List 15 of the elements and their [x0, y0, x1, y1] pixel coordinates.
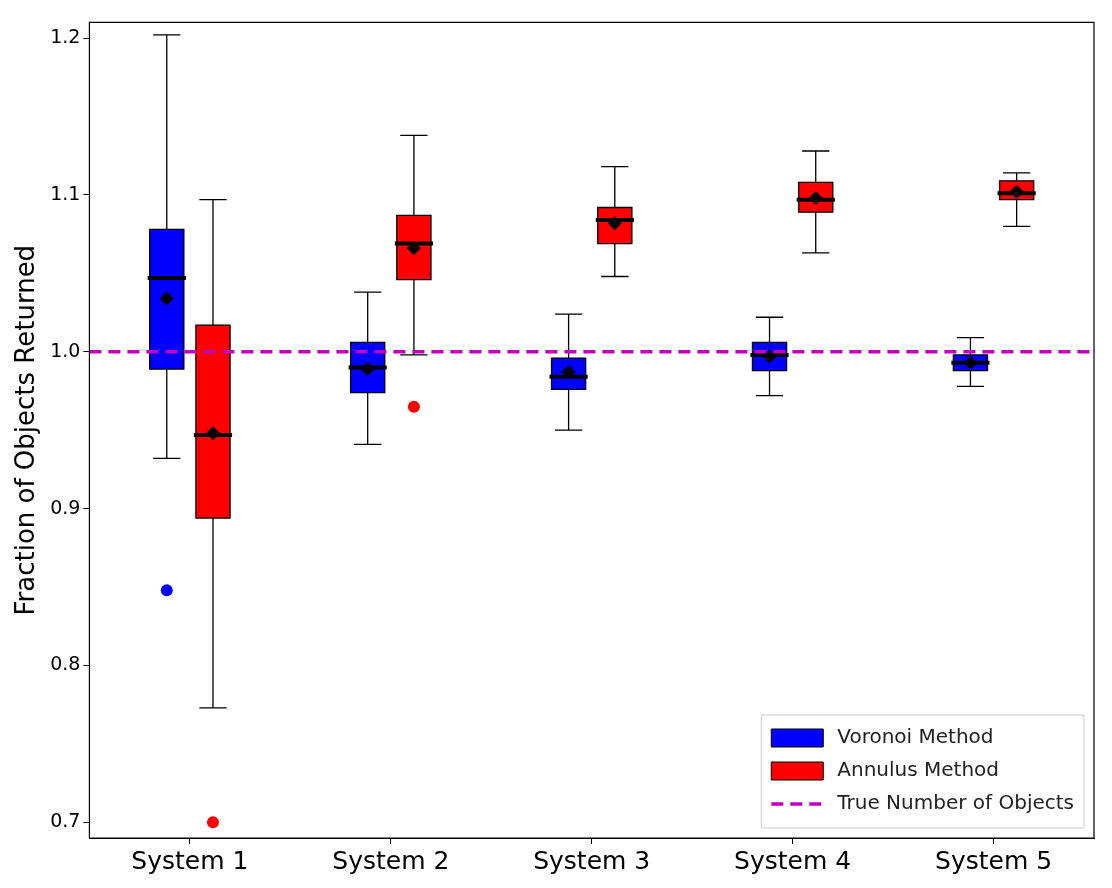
x-tick-label: System 3 [533, 845, 651, 875]
x-tick-label: System 4 [734, 845, 852, 875]
y-tick-label: 1.0 [50, 338, 81, 361]
x-tick-label: System 2 [332, 845, 450, 875]
y-tick-label: 1.2 [50, 25, 81, 48]
y-axis-title: Fraction of Objects Returned [10, 244, 41, 616]
legend-label: Annulus Method [837, 757, 1000, 782]
legend-label: True Number of Objects [836, 790, 1075, 815]
x-tick-label: System 1 [131, 845, 249, 875]
y-tick-label: 0.7 [50, 809, 81, 832]
y-tick-label: 1.1 [50, 181, 81, 204]
y-tick-label: 0.9 [50, 495, 81, 518]
x-tick-label: System 5 [935, 845, 1053, 875]
legend-label: Voronoi Method [837, 724, 994, 749]
y-tick-label: 0.8 [50, 652, 81, 675]
